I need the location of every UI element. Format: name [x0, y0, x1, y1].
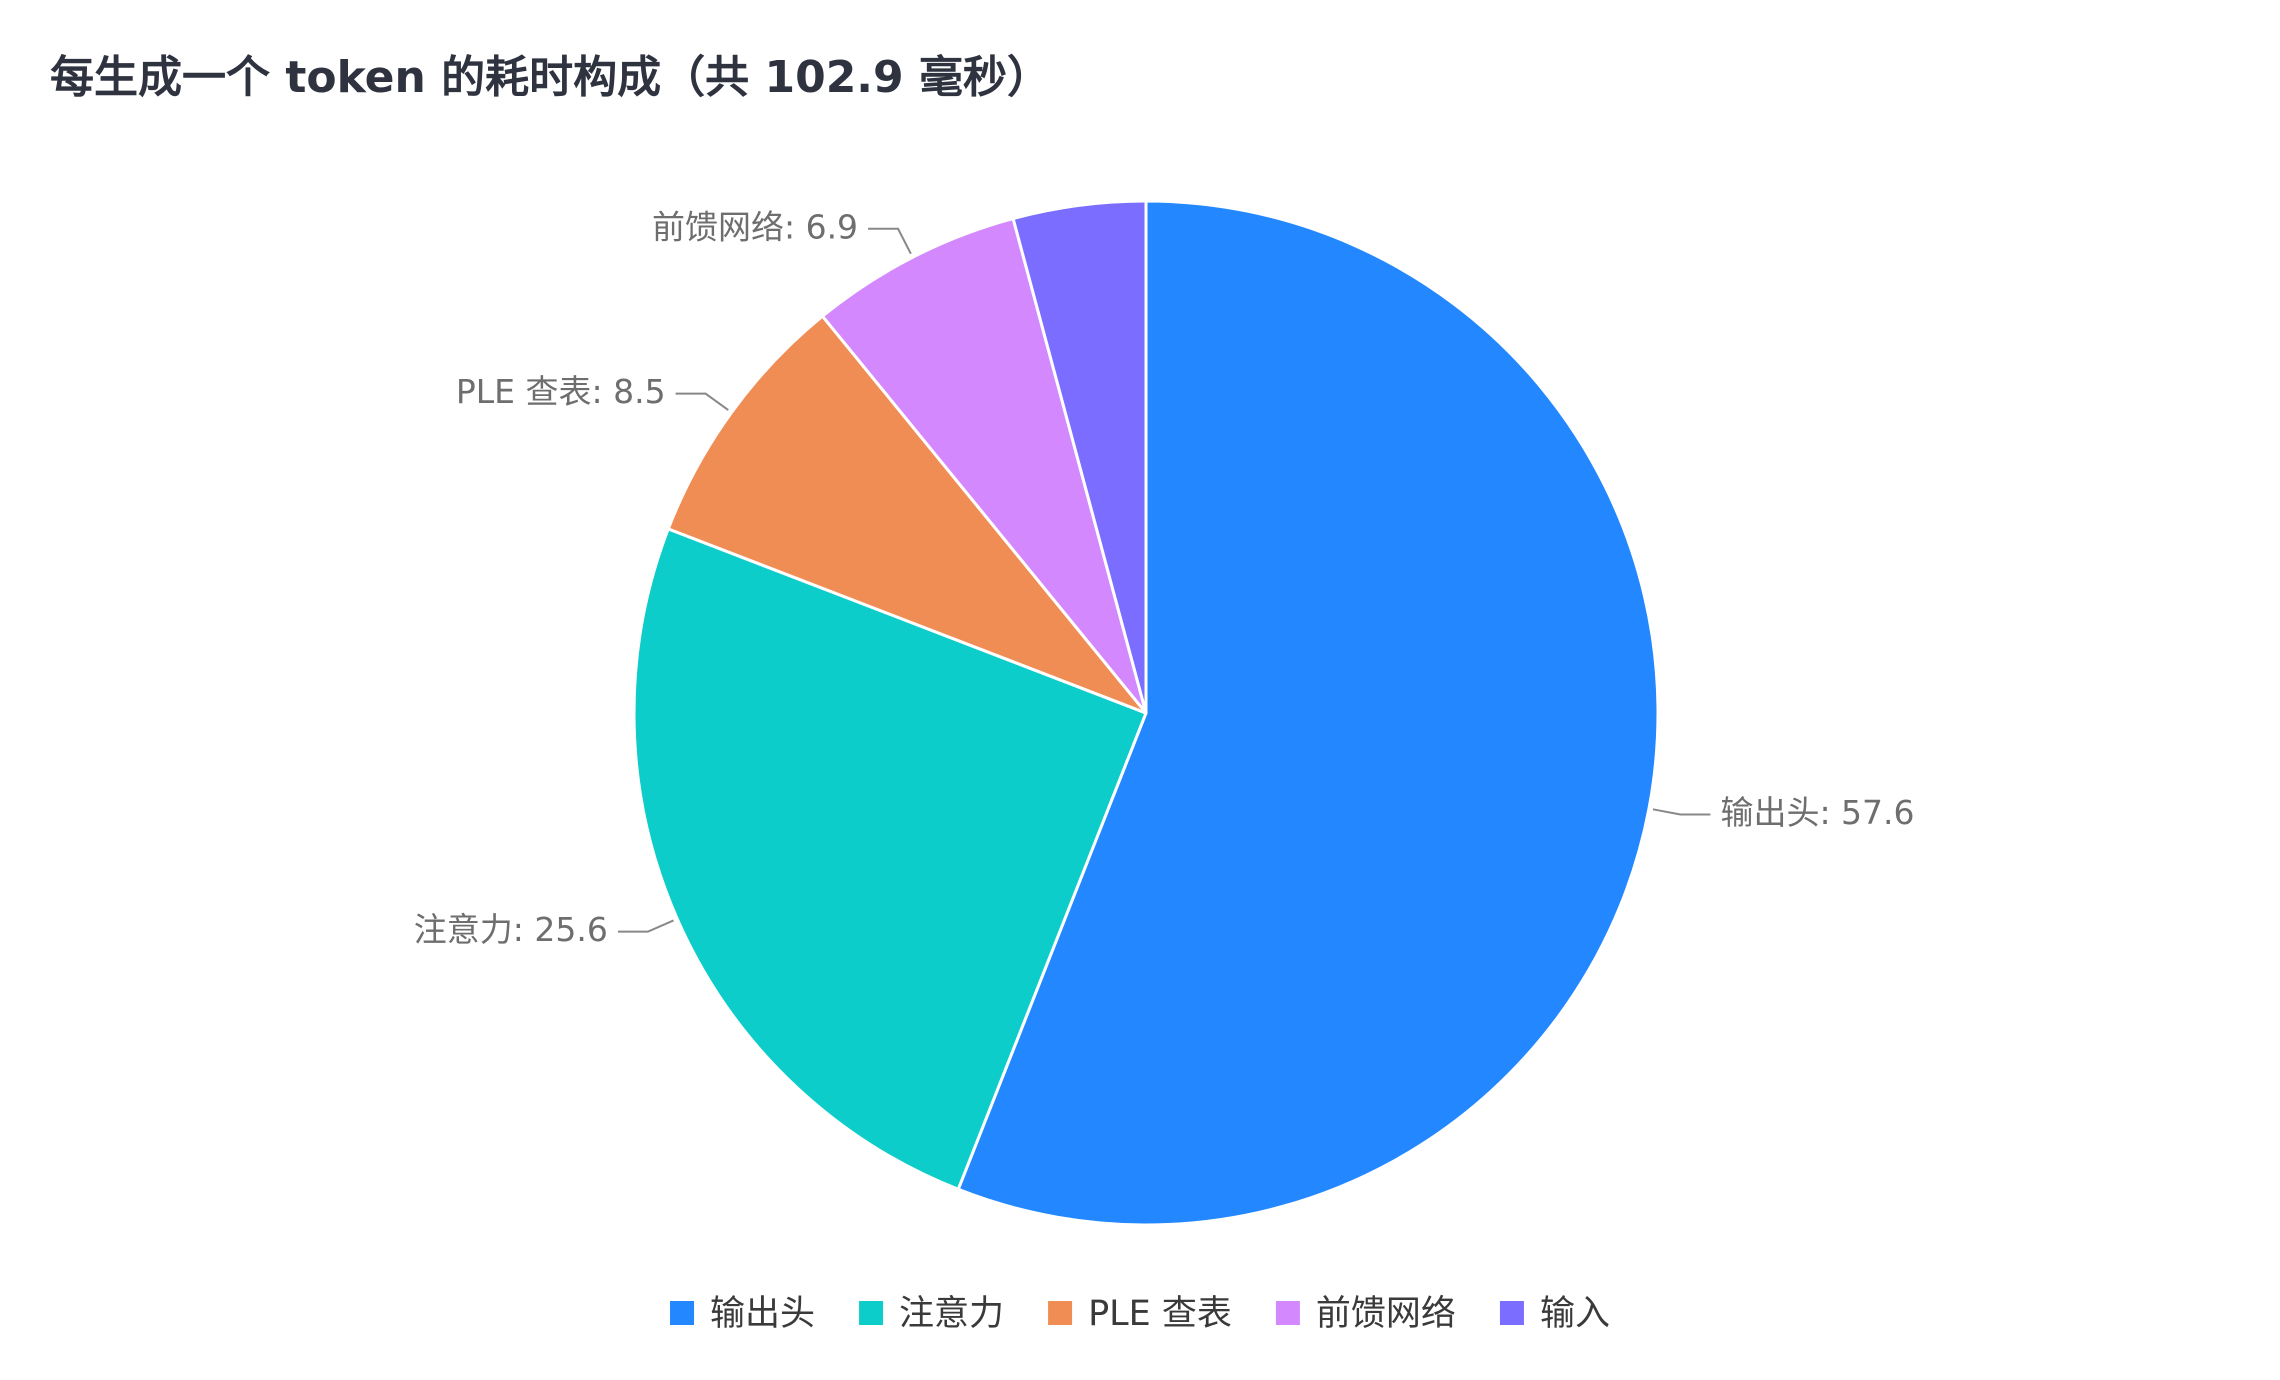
- data-label: 前馈网络: 6.9: [652, 207, 858, 246]
- label-leader: [868, 227, 912, 255]
- legend-item: 输出头: [670, 1294, 815, 1334]
- legend-label: PLE 查表: [1088, 1294, 1232, 1334]
- data-label: 注意力: 25.6: [414, 910, 608, 949]
- data-label: 输出头: 57.6: [1720, 793, 1914, 832]
- legend-item: PLE 查表: [1048, 1294, 1232, 1334]
- pie-slice: [956, 199, 1660, 1227]
- label-leader: [617, 919, 674, 933]
- pie-slice: [821, 217, 1148, 715]
- label-leader: [675, 392, 729, 411]
- pie-slice: [666, 314, 1148, 715]
- legend-swatch: [1048, 1301, 1073, 1325]
- legend-swatch: [859, 1301, 884, 1325]
- data-label: PLE 查表: 8.5: [456, 372, 666, 411]
- pie-slice: [1011, 199, 1148, 715]
- legend-label: 注意力: [899, 1294, 1004, 1334]
- legend-item: 注意力: [859, 1294, 1004, 1334]
- label-leader: [1652, 808, 1711, 816]
- legend-swatch: [670, 1301, 695, 1325]
- legend-label: 前馈网络: [1316, 1294, 1456, 1334]
- chart-title: 每生成一个 token 的耗时构成（共 102.9 毫秒）: [50, 52, 1051, 103]
- legend-item: 输入: [1499, 1294, 1610, 1334]
- legend-swatch: [1499, 1301, 1524, 1325]
- legend-item: 前馈网络: [1275, 1294, 1456, 1334]
- legend-label: 输入: [1540, 1294, 1610, 1334]
- legend-swatch: [1275, 1301, 1300, 1325]
- pie-slice: [632, 527, 1148, 1191]
- legend-label: 输出头: [710, 1294, 815, 1334]
